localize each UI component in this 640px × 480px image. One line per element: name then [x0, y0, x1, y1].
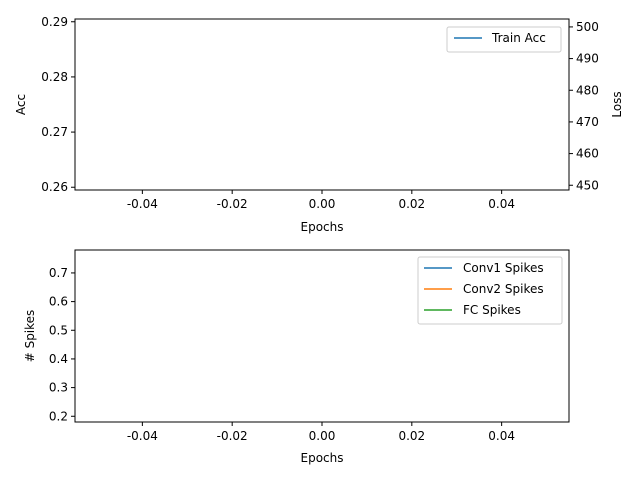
y-tick-label: 0.26	[41, 180, 68, 194]
x-tick-label: -0.04	[127, 197, 158, 211]
x-tick-label: -0.04	[127, 429, 158, 443]
x-tick-label: 0.04	[488, 429, 515, 443]
y-tick-label: 0.2	[49, 409, 68, 423]
top-x-ticks: -0.04 -0.02 0.00 0.02 0.04	[127, 190, 515, 211]
y-right-tick-label: 490	[576, 52, 599, 66]
y-right-tick-label: 480	[576, 83, 599, 97]
y-tick-label: 0.6	[49, 295, 68, 309]
top-x-axis-label: Epochs	[301, 220, 344, 234]
top-y-ticks: 0.26 0.27 0.28 0.29	[41, 15, 75, 194]
y-tick-label: 0.5	[49, 323, 68, 337]
y-tick-label: 0.29	[41, 15, 68, 29]
top-y-axis-label: Acc	[14, 94, 28, 115]
y-right-tick-label: 500	[576, 20, 599, 34]
y-right-tick-label: 470	[576, 115, 599, 129]
y-tick-label: 0.4	[49, 352, 68, 366]
legend-bottom: Conv1 Spikes Conv2 Spikes FC Spikes	[417, 256, 563, 325]
legend-top-label-train-acc: Train Acc	[491, 31, 546, 45]
bottom-x-ticks: -0.04 -0.02 0.00 0.02 0.04	[127, 422, 515, 443]
legend-top: Train Acc	[446, 26, 562, 53]
x-tick-label: 0.00	[309, 429, 336, 443]
bottom-x-axis-label: Epochs	[301, 451, 344, 465]
x-tick-label: 0.02	[398, 429, 425, 443]
x-tick-label: 0.02	[398, 197, 425, 211]
y-tick-label: 0.7	[49, 266, 68, 280]
x-tick-label: -0.02	[217, 429, 248, 443]
x-tick-label: 0.00	[309, 197, 336, 211]
legend-top-frame	[446, 26, 562, 53]
y-right-tick-label: 460	[576, 147, 599, 161]
legend-bottom-frame	[417, 256, 563, 325]
legend-bottom-label-conv1: Conv1 Spikes	[463, 261, 544, 275]
y-tick-label: 0.28	[41, 70, 68, 84]
chart-bottom: -0.04 -0.02 0.00 0.02 0.04 0.20.30.40.50.60.…	[23, 249, 570, 465]
bottom-y-ticks: 0.2 0.3 0.4 0.5 0.6 0.7	[49, 266, 75, 423]
y-tick-label: 0.3	[49, 381, 68, 395]
chart-top: -0.04 -0.02 0.00 0.02 0.04 0.260.270.280.29 …	[14, 15, 624, 234]
x-tick-label: 0.04	[488, 197, 515, 211]
x-tick-label: -0.02	[217, 197, 248, 211]
bottom-y-axis-label: # Spikes	[23, 310, 37, 363]
y-right-tick-label: 450	[576, 178, 599, 192]
legend-bottom-label-fc: FC Spikes	[463, 303, 521, 317]
y-tick-label: 0.27	[41, 125, 68, 139]
legend-bottom-label-conv2: Conv2 Spikes	[463, 282, 544, 296]
top-y-axis-label-right: Loss	[610, 91, 624, 117]
top-y-ticks-right: 450 460 470 480 490 500	[569, 20, 599, 192]
